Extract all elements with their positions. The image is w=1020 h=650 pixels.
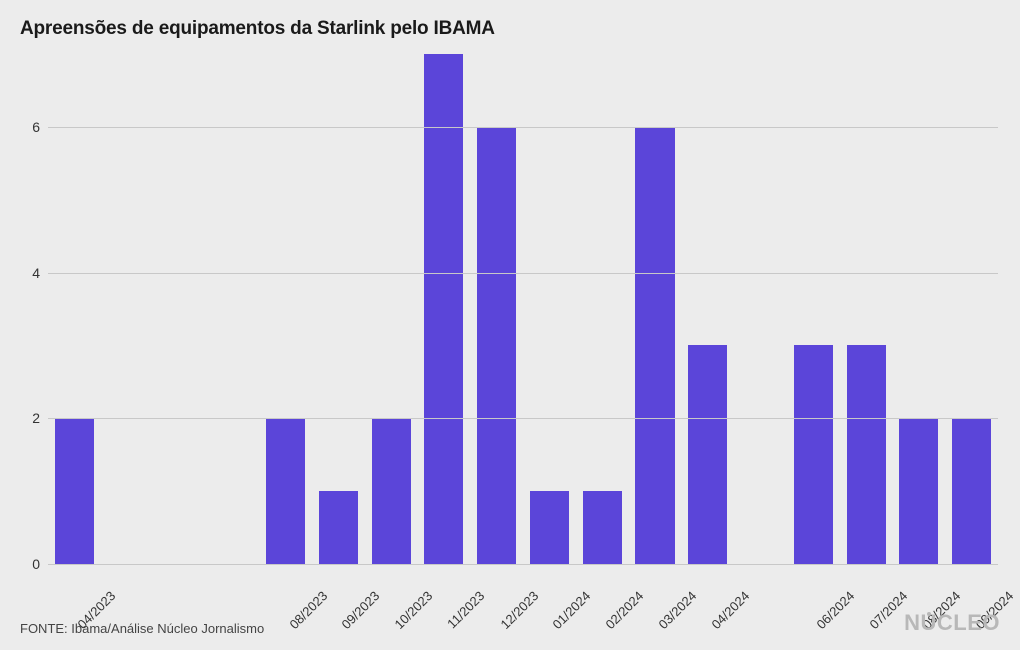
bar (530, 491, 569, 564)
bar-slot: 06/2024 (787, 54, 840, 564)
chart-container: Apreensões de equipamentos da Starlink p… (0, 0, 1020, 650)
bar-slot: 04/2023 (48, 54, 101, 564)
bar-slot (206, 54, 259, 564)
bar (583, 491, 622, 564)
bar (266, 418, 305, 564)
y-tick-label: 4 (32, 265, 40, 281)
bar (952, 418, 991, 564)
plot-area: 04/2023 08/202309/202310/202311/202312/20… (48, 54, 998, 564)
brand-logo: NUCLEO (904, 610, 1000, 636)
bar (847, 345, 886, 564)
bar-slot: 01/2024 (523, 54, 576, 564)
bar (477, 127, 516, 564)
bar (899, 418, 938, 564)
gridline (48, 564, 998, 565)
bar-slot: 08/2024 (893, 54, 946, 564)
bar (688, 345, 727, 564)
bar-slot: 04/2024 (681, 54, 734, 564)
bar-slot: 09/2023 (312, 54, 365, 564)
y-tick-label: 2 (32, 410, 40, 426)
bar-slot: 12/2023 (470, 54, 523, 564)
y-tick-label: 6 (32, 119, 40, 135)
source-text: FONTE: Ibama/Análise Núcleo Jornalismo (20, 621, 264, 636)
gridline (48, 127, 998, 128)
bar-slot: 10/2023 (365, 54, 418, 564)
bar (55, 418, 94, 564)
bar-slot: 07/2024 (840, 54, 893, 564)
bar (424, 54, 463, 564)
gridline (48, 273, 998, 274)
bar-slot: 09/2024 (945, 54, 998, 564)
footer: FONTE: Ibama/Análise Núcleo Jornalismo N… (20, 610, 1000, 636)
bar-slot (101, 54, 154, 564)
bar (319, 491, 358, 564)
y-tick-label: 0 (32, 556, 40, 572)
bar-slot (734, 54, 787, 564)
chart-title: Apreensões de equipamentos da Starlink p… (20, 18, 1000, 40)
bar-slot: 03/2024 (629, 54, 682, 564)
bar (635, 127, 674, 564)
bar-slot (154, 54, 207, 564)
bar-slot: 08/2023 (259, 54, 312, 564)
gridline (48, 418, 998, 419)
bar-slot: 11/2023 (417, 54, 470, 564)
bars-layer: 04/2023 08/202309/202310/202311/202312/20… (48, 54, 998, 564)
bar (372, 418, 411, 564)
bar (794, 345, 833, 564)
bar-slot: 02/2024 (576, 54, 629, 564)
